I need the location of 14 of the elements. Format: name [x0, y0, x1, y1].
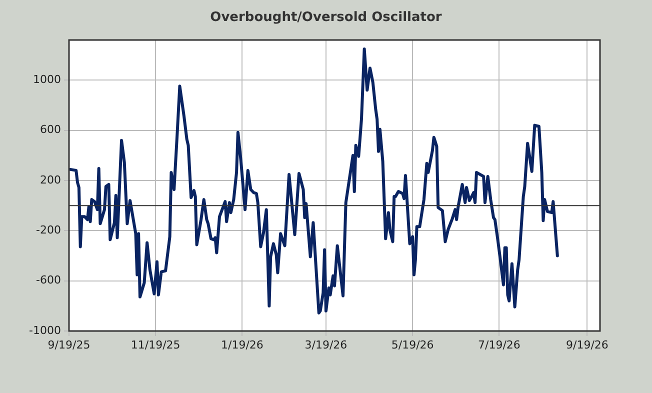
x-tick-label: 9/19/26	[566, 338, 608, 352]
y-tick-label: 600	[40, 123, 61, 136]
chart-title: Overbought/Oversold Oscillator	[209, 10, 443, 25]
x-tick-label: 7/19/26	[478, 338, 520, 352]
x-tick-label: 1/19/26	[221, 338, 264, 352]
x-tick-label: 9/19/25	[48, 338, 90, 352]
x-tick-label: 11/19/25	[130, 338, 180, 352]
x-tick-label: 3/19/26	[304, 338, 348, 352]
x-tick-label: 5/19/26	[391, 338, 434, 352]
y-tick-label: -600	[36, 274, 61, 287]
y-tick-label: 200	[40, 173, 61, 186]
y-tick-label: -1000	[29, 324, 61, 337]
y-tick-label: -200	[36, 224, 61, 237]
y-tick-label: 1000	[33, 72, 61, 86]
